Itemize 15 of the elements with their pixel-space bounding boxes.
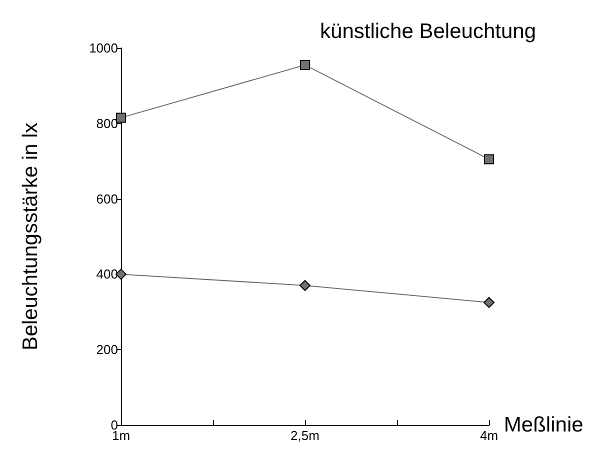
point bbox=[116, 112, 126, 123]
point bbox=[300, 60, 310, 70]
x-axis-title: Meßlinie bbox=[504, 414, 584, 436]
y-tick-label: 400 bbox=[96, 266, 118, 282]
chart-title: künstliche Beleuchtung bbox=[320, 20, 536, 43]
y-axis-title: Beleuchtungsstärke in lx bbox=[19, 122, 42, 350]
y-tick-label: 600 bbox=[96, 191, 118, 206]
x-tick-label: 4m bbox=[480, 428, 498, 443]
point bbox=[484, 154, 494, 164]
x-tick-label: 2,5m bbox=[290, 428, 320, 443]
y-tick-label: 0 bbox=[110, 418, 118, 432]
y-tick-label: 200 bbox=[96, 342, 118, 358]
point bbox=[300, 280, 310, 292]
y-tick-label: 1000 bbox=[89, 40, 118, 56]
point bbox=[484, 296, 494, 308]
